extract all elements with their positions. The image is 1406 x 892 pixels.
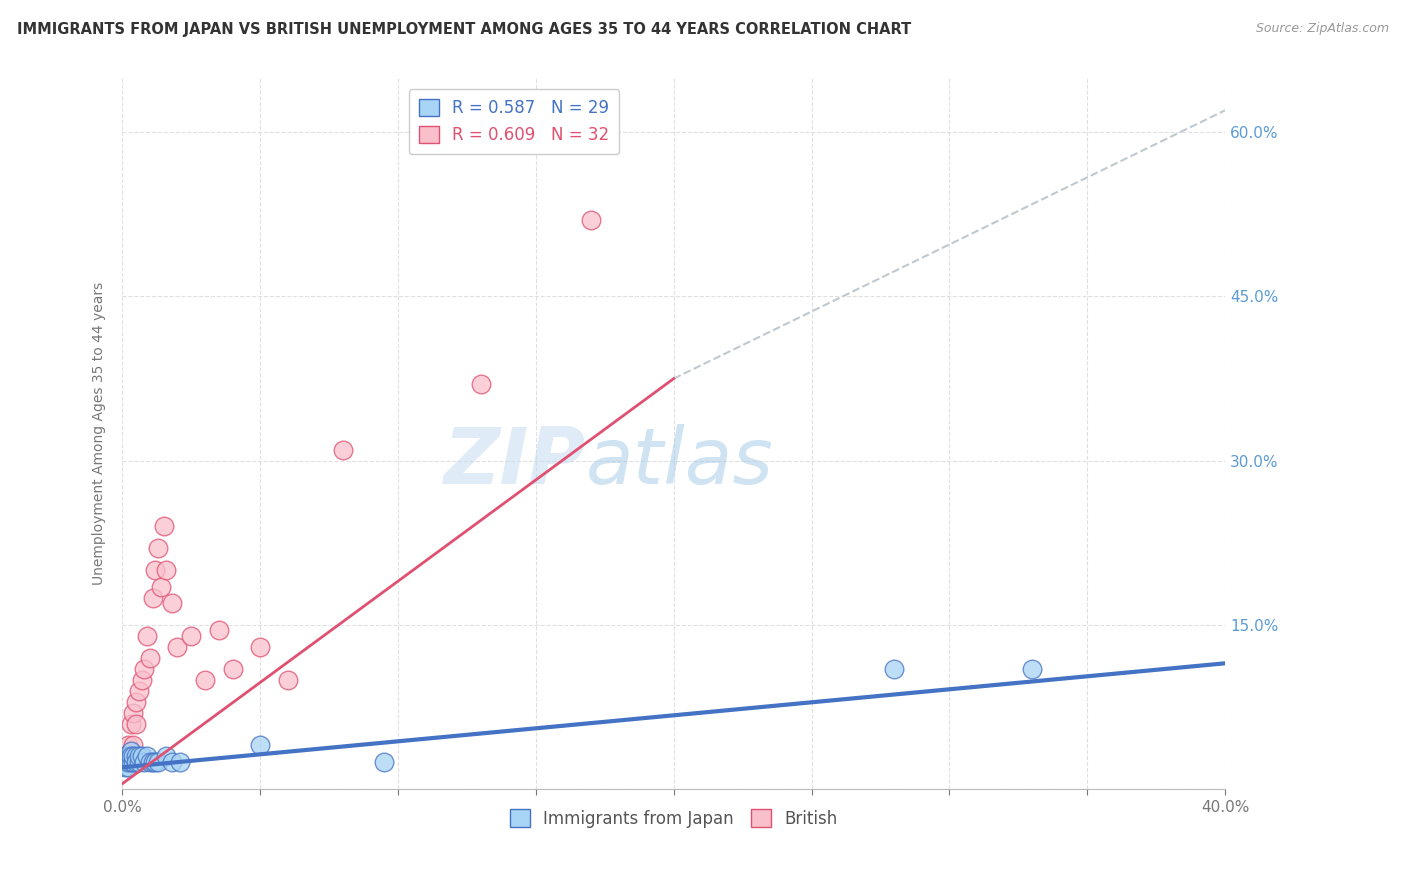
Point xyxy=(152,519,174,533)
Point xyxy=(122,749,145,764)
Point xyxy=(125,749,148,764)
Point xyxy=(125,755,148,769)
Point xyxy=(332,442,354,457)
Point xyxy=(249,640,271,654)
Point xyxy=(120,744,142,758)
Point xyxy=(117,749,139,764)
Point xyxy=(160,755,183,769)
Point xyxy=(114,760,136,774)
Point xyxy=(146,541,169,556)
Point xyxy=(579,212,602,227)
Point xyxy=(122,739,145,753)
Y-axis label: Unemployment Among Ages 35 to 44 years: Unemployment Among Ages 35 to 44 years xyxy=(93,282,107,585)
Point xyxy=(128,683,150,698)
Text: atlas: atlas xyxy=(585,424,773,500)
Point xyxy=(149,580,172,594)
Point xyxy=(166,640,188,654)
Point xyxy=(139,650,162,665)
Point xyxy=(180,629,202,643)
Point xyxy=(114,755,136,769)
Point xyxy=(221,662,243,676)
Point xyxy=(277,673,299,687)
Point xyxy=(1021,662,1043,676)
Text: ZIP: ZIP xyxy=(443,424,585,500)
Point xyxy=(122,755,145,769)
Point xyxy=(146,755,169,769)
Point xyxy=(136,629,159,643)
Point xyxy=(114,749,136,764)
Point xyxy=(139,755,162,769)
Point xyxy=(142,755,165,769)
Legend: Immigrants from Japan, British: Immigrants from Japan, British xyxy=(503,803,844,834)
Point xyxy=(169,755,191,769)
Point xyxy=(155,563,177,577)
Point xyxy=(134,755,156,769)
Point xyxy=(883,662,905,676)
Point xyxy=(145,563,167,577)
Point xyxy=(117,739,139,753)
Point xyxy=(194,673,217,687)
Point xyxy=(373,755,395,769)
Point xyxy=(125,695,148,709)
Point xyxy=(117,755,139,769)
Point xyxy=(131,749,153,764)
Point xyxy=(208,624,231,638)
Point xyxy=(142,591,165,605)
Point xyxy=(131,673,153,687)
Point xyxy=(114,749,136,764)
Point xyxy=(117,749,139,764)
Point xyxy=(122,706,145,720)
Text: Source: ZipAtlas.com: Source: ZipAtlas.com xyxy=(1256,22,1389,36)
Point xyxy=(155,749,177,764)
Text: IMMIGRANTS FROM JAPAN VS BRITISH UNEMPLOYMENT AMONG AGES 35 TO 44 YEARS CORRELAT: IMMIGRANTS FROM JAPAN VS BRITISH UNEMPLO… xyxy=(17,22,911,37)
Point xyxy=(134,662,156,676)
Point xyxy=(114,755,136,769)
Point xyxy=(120,755,142,769)
Point xyxy=(145,755,167,769)
Point xyxy=(125,716,148,731)
Point xyxy=(136,749,159,764)
Point xyxy=(160,596,183,610)
Point xyxy=(117,760,139,774)
Point xyxy=(128,749,150,764)
Point xyxy=(120,744,142,758)
Point xyxy=(128,755,150,769)
Point xyxy=(120,749,142,764)
Point xyxy=(249,739,271,753)
Point xyxy=(120,716,142,731)
Point xyxy=(470,377,492,392)
